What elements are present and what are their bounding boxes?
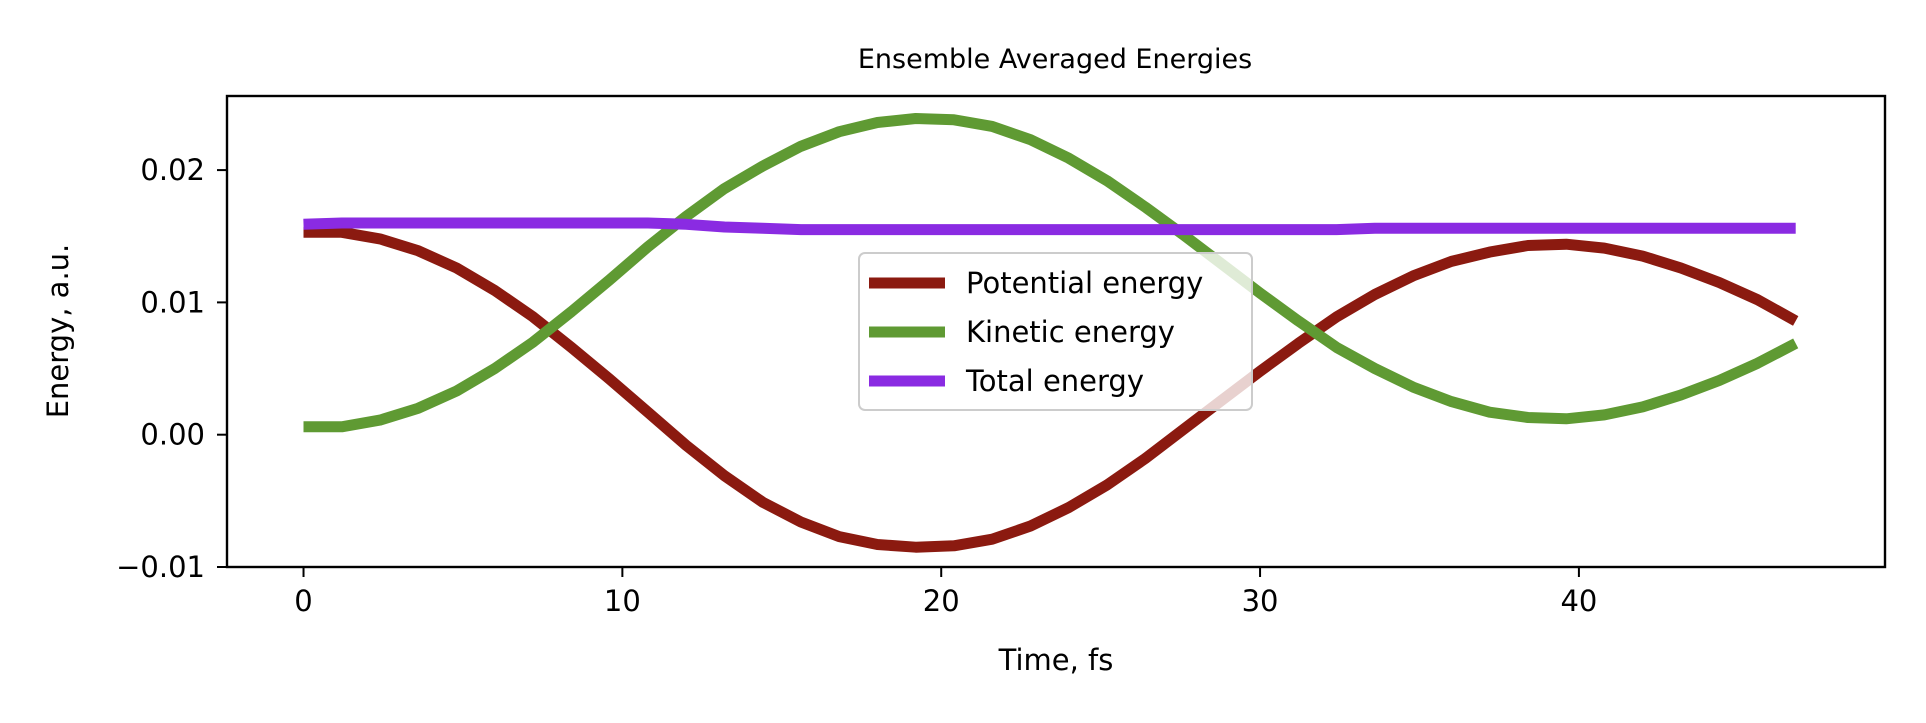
x-tick-label: 20 xyxy=(923,584,960,618)
y-axis-label: Energy, a.u. xyxy=(41,244,75,419)
y-tick-label: 0.02 xyxy=(140,153,205,187)
legend-label: Potential energy xyxy=(966,266,1203,300)
legend-label: Total energy xyxy=(965,364,1144,398)
x-axis-label: Time, fs xyxy=(998,643,1114,677)
y-axis-ticks: −0.01 0.00 0.01 0.02 xyxy=(116,153,227,584)
series-layer xyxy=(303,113,1799,553)
y-tick-label: 0.00 xyxy=(140,418,205,452)
series-line-3 xyxy=(303,217,1796,236)
series-line-2 xyxy=(303,113,1799,433)
x-tick-label: 0 xyxy=(294,584,312,618)
plot-frame xyxy=(225,94,1887,569)
legend-box xyxy=(858,252,1253,411)
legend: Potential energy Kinetic energy Total ener… xyxy=(858,252,1253,411)
chart-title: Ensemble Averaged Energies xyxy=(858,44,1252,75)
x-tick-label: 40 xyxy=(1560,584,1597,618)
y-tick-label: −0.01 xyxy=(116,550,205,584)
legend-label: Kinetic energy xyxy=(966,315,1175,349)
y-tick-label: 0.01 xyxy=(140,285,205,319)
x-tick-label: 10 xyxy=(604,584,641,618)
x-tick-label: 30 xyxy=(1242,584,1279,618)
x-axis-ticks: 0 10 20 30 40 xyxy=(294,567,1597,618)
